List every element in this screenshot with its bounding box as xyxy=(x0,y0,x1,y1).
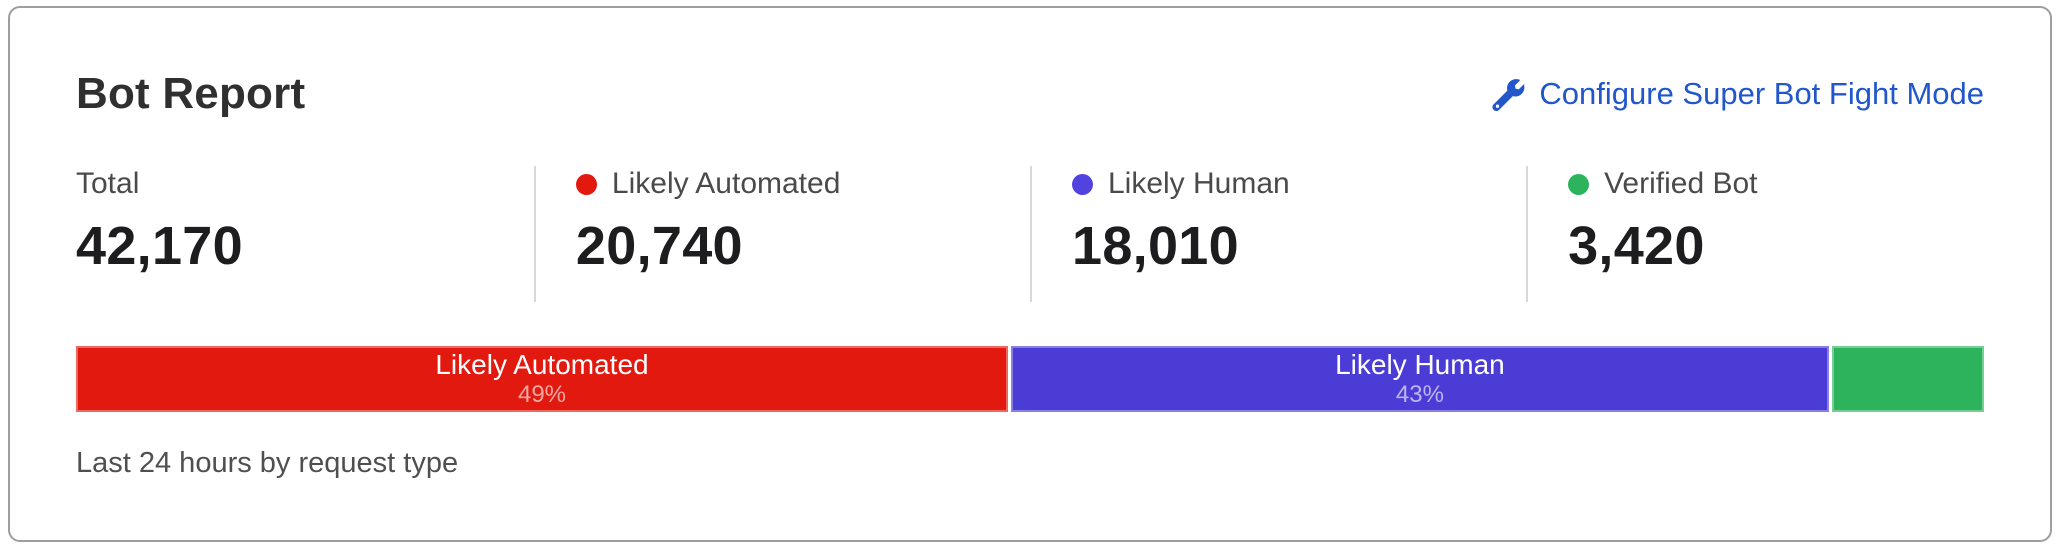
stat-likely-automated-label: Likely Automated xyxy=(611,167,841,200)
stat-likely-human-value: 18,010 xyxy=(1071,216,1239,276)
page-title: Bot Report xyxy=(76,69,306,118)
bar-segment-label: Likely Automated xyxy=(435,349,649,380)
stat-likely-human: Likely Human 18,010 xyxy=(1029,166,1526,302)
stats-row: Total 42,170 Likely Automated 20,740 Lik… xyxy=(76,166,1984,302)
stat-total-label: Total xyxy=(76,167,140,200)
stat-likely-human-label: Likely Human xyxy=(1107,167,1290,200)
configure-super-bot-fight-mode-link[interactable]: Configure Super Bot Fight Mode xyxy=(1492,75,1984,113)
stat-verified-bot: Verified Bot 3,420 xyxy=(1526,166,1984,302)
bar-segment-likely-human: Likely Human 43% xyxy=(1010,346,1829,412)
bar-segment-percent: 43% xyxy=(1395,381,1444,408)
bar-segment-label: Likely Human xyxy=(1335,349,1505,380)
stat-likely-automated-value: 20,740 xyxy=(575,216,743,276)
stat-verified-bot-value: 3,420 xyxy=(1568,216,1705,276)
stat-total: Total 42,170 xyxy=(76,166,534,302)
stat-total-value: 42,170 xyxy=(76,216,243,276)
card-header: Bot Report Configure Super Bot Fight Mod… xyxy=(76,68,1984,120)
request-type-stacked-bar: Likely Automated 49% Likely Human 43% xyxy=(76,346,1984,412)
likely-automated-dot-icon xyxy=(575,173,597,195)
bar-segment-verified-bot xyxy=(1831,346,1984,412)
likely-human-dot-icon xyxy=(1071,173,1093,195)
bar-caption: Last 24 hours by request type xyxy=(76,447,459,479)
bot-report-card: Bot Report Configure Super Bot Fight Mod… xyxy=(8,6,2052,542)
stat-likely-automated: Likely Automated 20,740 xyxy=(533,166,1030,302)
wrench-icon xyxy=(1492,78,1526,111)
bar-segment-likely-automated: Likely Automated 49% xyxy=(76,346,1008,412)
verified-bot-dot-icon xyxy=(1568,173,1590,195)
configure-link-label: Configure Super Bot Fight Mode xyxy=(1539,76,1984,111)
stat-verified-bot-label: Verified Bot xyxy=(1604,167,1758,200)
bar-segment-percent: 49% xyxy=(517,381,567,408)
